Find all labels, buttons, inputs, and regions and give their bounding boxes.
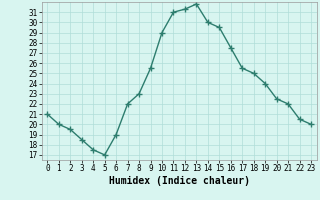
- X-axis label: Humidex (Indice chaleur): Humidex (Indice chaleur): [109, 176, 250, 186]
